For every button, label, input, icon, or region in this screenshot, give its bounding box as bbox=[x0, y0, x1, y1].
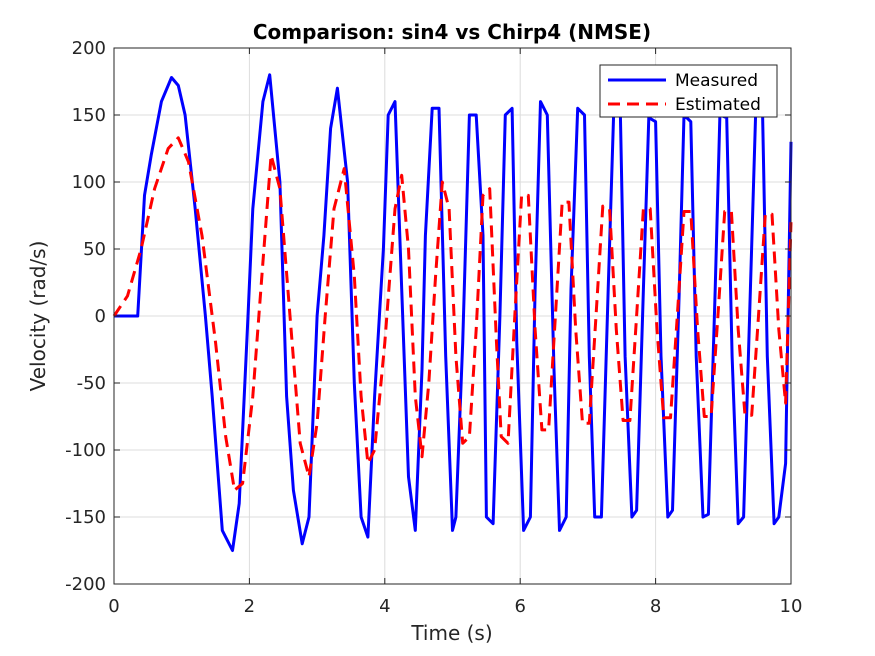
y-tick-label: 200 bbox=[72, 38, 106, 59]
legend-box bbox=[599, 64, 778, 118]
y-tick-label: -50 bbox=[77, 373, 106, 394]
x-tick-label: 6 bbox=[514, 596, 525, 617]
x-axis-label: Time (s) bbox=[410, 621, 492, 645]
x-tick-label: 0 bbox=[108, 596, 119, 617]
series-line-measured bbox=[114, 73, 793, 552]
y-tick-label: -150 bbox=[65, 507, 106, 528]
x-tick-label: 8 bbox=[650, 596, 661, 617]
tick-labels: 0 2 4 6 8 10 -200 -150 -100 -50 0 50 100 150 200 bbox=[65, 38, 802, 617]
legend-label: Measured bbox=[675, 71, 758, 91]
y-tick-label: -200 bbox=[65, 574, 106, 595]
legend-label: Estimated bbox=[675, 95, 761, 115]
y-tick-label: 150 bbox=[72, 105, 106, 126]
y-tick-label: 50 bbox=[83, 239, 106, 260]
legend: Measured Estimated bbox=[599, 64, 778, 118]
y-axis-label: Velocity (rad/s) bbox=[26, 241, 50, 392]
x-tick-label: 4 bbox=[379, 596, 390, 617]
x-tick-label: 10 bbox=[780, 596, 803, 617]
y-tick-label: 0 bbox=[95, 306, 106, 327]
chart-title: Comparison: sin4 vs Chirp4 (NMSE) bbox=[253, 20, 651, 44]
x-tick-label: 2 bbox=[244, 596, 255, 617]
y-tick-label: -100 bbox=[65, 440, 106, 461]
plot-area bbox=[112, 73, 793, 552]
y-tick-label: 100 bbox=[72, 172, 106, 193]
